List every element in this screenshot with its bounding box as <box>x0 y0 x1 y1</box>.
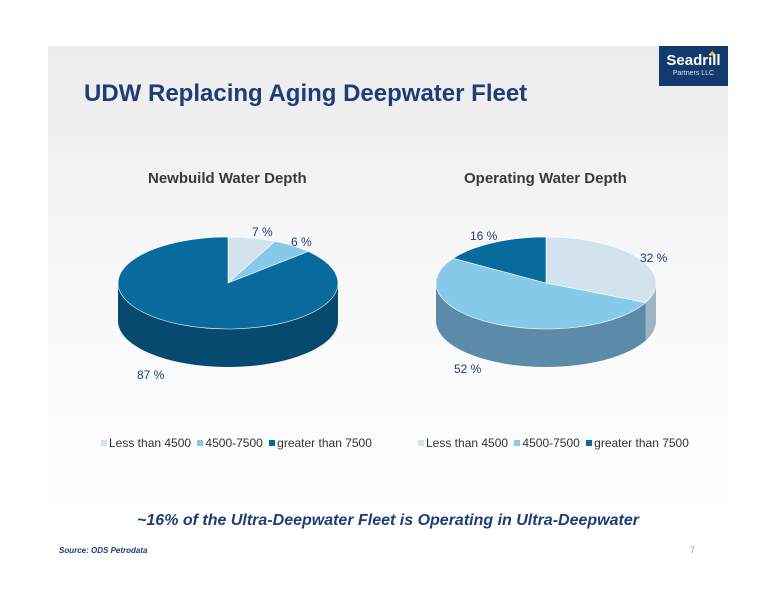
legend-label: 4500-7500 <box>522 436 580 450</box>
logo-subtitle: Partners LLC <box>672 70 715 77</box>
source-note: Source: ODS Petrodata <box>59 546 148 555</box>
data-label-operating-4500-7500: 52 % <box>454 362 482 376</box>
legend-swatch <box>269 440 276 446</box>
legend-swatch <box>586 440 593 446</box>
legend-newbuild: Less than 4500 4500-7500 greater than 75… <box>101 436 375 450</box>
slide-tagline: ~16% of the Ultra-Deepwater Fleet is Ope… <box>137 512 639 529</box>
company-logo: ✦ Seadrill Partners LLC <box>659 46 728 86</box>
legend-item: 4500-7500 <box>514 436 580 450</box>
slide-title: UDW Replacing Aging Deepwater Fleet <box>84 80 528 107</box>
data-label-newbuild-greater-7500: 87 % <box>137 368 165 382</box>
data-label-newbuild-less-4500: 7 % <box>252 225 273 239</box>
legend-label: greater than 7500 <box>594 436 689 450</box>
legend-label: Less than 4500 <box>109 436 192 450</box>
legend-item: Less than 4500 <box>101 436 191 450</box>
pie-side-greater-7500 <box>118 283 338 367</box>
legend-swatch <box>514 440 521 446</box>
legend-item: greater than 7500 <box>586 436 689 450</box>
pie-slice-less-4500 <box>545 236 657 303</box>
pie-side-4500-7500 <box>436 283 646 368</box>
chart-title-newbuild: Newbuild Water Depth <box>148 170 307 187</box>
legend-swatch <box>418 440 424 446</box>
legend-swatch <box>197 440 204 446</box>
data-label-operating-greater-7500: 16 % <box>470 229 498 243</box>
page-number: 7 <box>690 545 696 555</box>
legend-operating: Less than 4500 4500-7500 greater than 75… <box>418 436 692 450</box>
legend-label: Less than 4500 <box>426 436 509 450</box>
chart-title-operating: Operating Water Depth <box>464 170 627 187</box>
legend-label: greater than 7500 <box>277 436 372 450</box>
pie-slice-greater-7500 <box>117 236 339 330</box>
logo-name: Seadrill <box>666 52 721 69</box>
legend-item: 4500-7500 <box>197 436 263 450</box>
legend-label: 4500-7500 <box>205 436 263 450</box>
legend-swatch <box>101 440 107 446</box>
logo-star-icon: ✦ <box>708 49 717 60</box>
pie-slice-greater-7500 <box>452 236 547 284</box>
legend-item: Less than 4500 <box>418 436 508 450</box>
legend-item: greater than 7500 <box>269 436 372 450</box>
pie-slice-4500-7500 <box>435 258 647 330</box>
data-label-newbuild-4500-7500: 6 % <box>291 235 312 249</box>
data-label-operating-less-4500: 32 % <box>640 251 668 265</box>
pie-side-less-4500 <box>645 283 656 341</box>
